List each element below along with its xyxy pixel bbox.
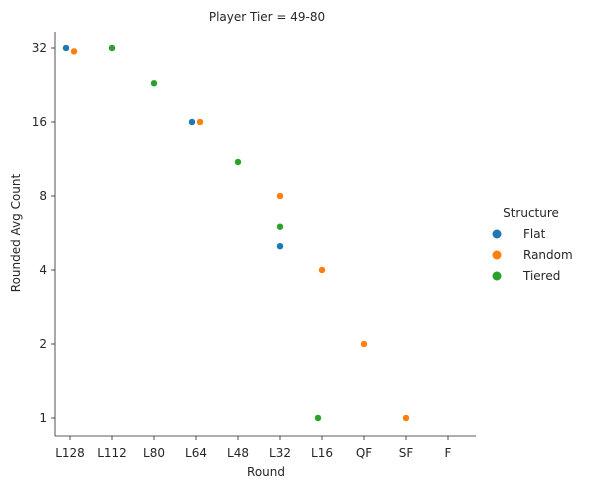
x-tick-label: F — [445, 446, 452, 460]
y-tick-label: 16 — [32, 115, 47, 129]
y-tick-label: 1 — [39, 411, 47, 425]
legend-title: Structure — [503, 206, 559, 220]
x-tick-label: L48 — [227, 446, 249, 460]
legend: Structure Flat Random Tiered — [492, 206, 573, 283]
x-tick-label: L16 — [311, 446, 333, 460]
point-tiered — [276, 223, 284, 231]
point-tiered — [108, 44, 116, 52]
point-tiered — [314, 414, 322, 422]
point-flat — [62, 44, 70, 52]
x-tick-label: L64 — [185, 446, 207, 460]
point-tiered — [234, 158, 242, 166]
legend-marker-flat — [492, 229, 502, 239]
y-tick-label: 2 — [39, 337, 47, 351]
point-tiered — [150, 79, 158, 87]
point-random — [70, 47, 78, 55]
point-random — [360, 340, 368, 348]
x-tick-label: L128 — [55, 446, 85, 460]
y-tick-label: 4 — [39, 263, 47, 277]
point-random — [318, 266, 326, 274]
axes — [54, 32, 476, 437]
point-random — [276, 192, 284, 200]
point-random — [402, 414, 410, 422]
x-axis-label: Round — [247, 465, 285, 479]
x-tick-label: L80 — [143, 446, 165, 460]
x-tick-label: L32 — [269, 446, 291, 460]
x-tick-label: L112 — [97, 446, 127, 460]
x-tick-label: QF — [356, 446, 372, 460]
point-flat — [188, 118, 196, 126]
chart-title: Player Tier = 49-80 — [209, 10, 325, 24]
y-axis-label: Rounded Avg Count — [9, 173, 23, 292]
point-flat — [276, 242, 284, 250]
legend-label-flat: Flat — [523, 227, 546, 241]
point-random — [196, 118, 204, 126]
legend-marker-random — [492, 250, 502, 260]
x-tick-label: SF — [399, 446, 414, 460]
x-ticks: L128 L112 L80 L64 L48 L32 L16 QF SF F — [55, 436, 452, 460]
y-tick-label: 32 — [32, 41, 47, 55]
legend-marker-tiered — [492, 271, 502, 281]
y-tick-label: 8 — [39, 189, 47, 203]
legend-label-random: Random — [523, 248, 573, 262]
data-points — [62, 44, 410, 422]
legend-label-tiered: Tiered — [522, 269, 560, 283]
y-ticks: 1 2 4 8 16 32 — [32, 41, 55, 425]
